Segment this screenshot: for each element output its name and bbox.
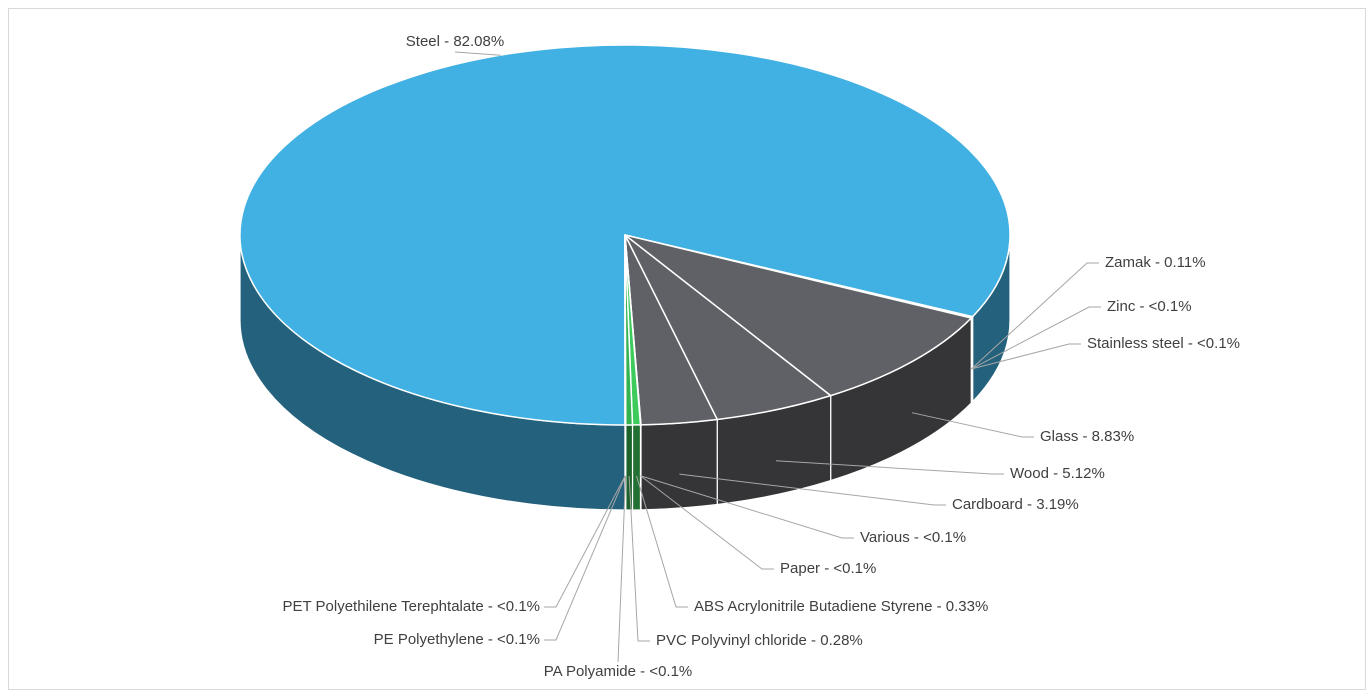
leader-line [617,475,627,663]
leader-line [544,475,626,641]
slice-side [631,424,642,511]
data-label: Paper - <0.1% [780,560,876,577]
data-label: Wood - 5.12% [1010,465,1105,482]
leader-line [640,475,774,570]
leader-line [544,475,626,608]
leader-line [775,460,1004,475]
leader-line [911,412,1034,438]
data-label: PE Polyethylene - <0.1% [374,631,540,648]
data-label: Zinc - <0.1% [1107,298,1192,315]
leader-line [679,473,946,506]
leader-line [971,306,1101,370]
data-label: Steel - 82.08% [406,33,504,50]
data-label: ABS Acrylonitrile Butadiene Styrene - 0.… [694,598,988,615]
slice-top [624,234,973,397]
data-label: PVC Polyvinyl chloride - 0.28% [656,632,863,649]
leader-line [454,51,501,56]
data-label: Glass - 8.83% [1040,428,1134,445]
data-label: Zamak - 0.11% [1105,254,1206,271]
leader-line [640,475,854,539]
data-label: Stainless steel - <0.1% [1087,335,1240,352]
data-label: PET Polyethilene Terephtalate - <0.1% [282,598,540,615]
data-label: Cardboard - 3.19% [952,496,1079,513]
leader-line [628,475,650,642]
leader-line [971,343,1081,370]
data-label: Various - <0.1% [860,529,966,546]
slice-side [625,424,634,511]
data-label: PA Polyamide - <0.1% [544,663,693,680]
leader-line [636,475,688,608]
leader-line [971,262,1099,369]
